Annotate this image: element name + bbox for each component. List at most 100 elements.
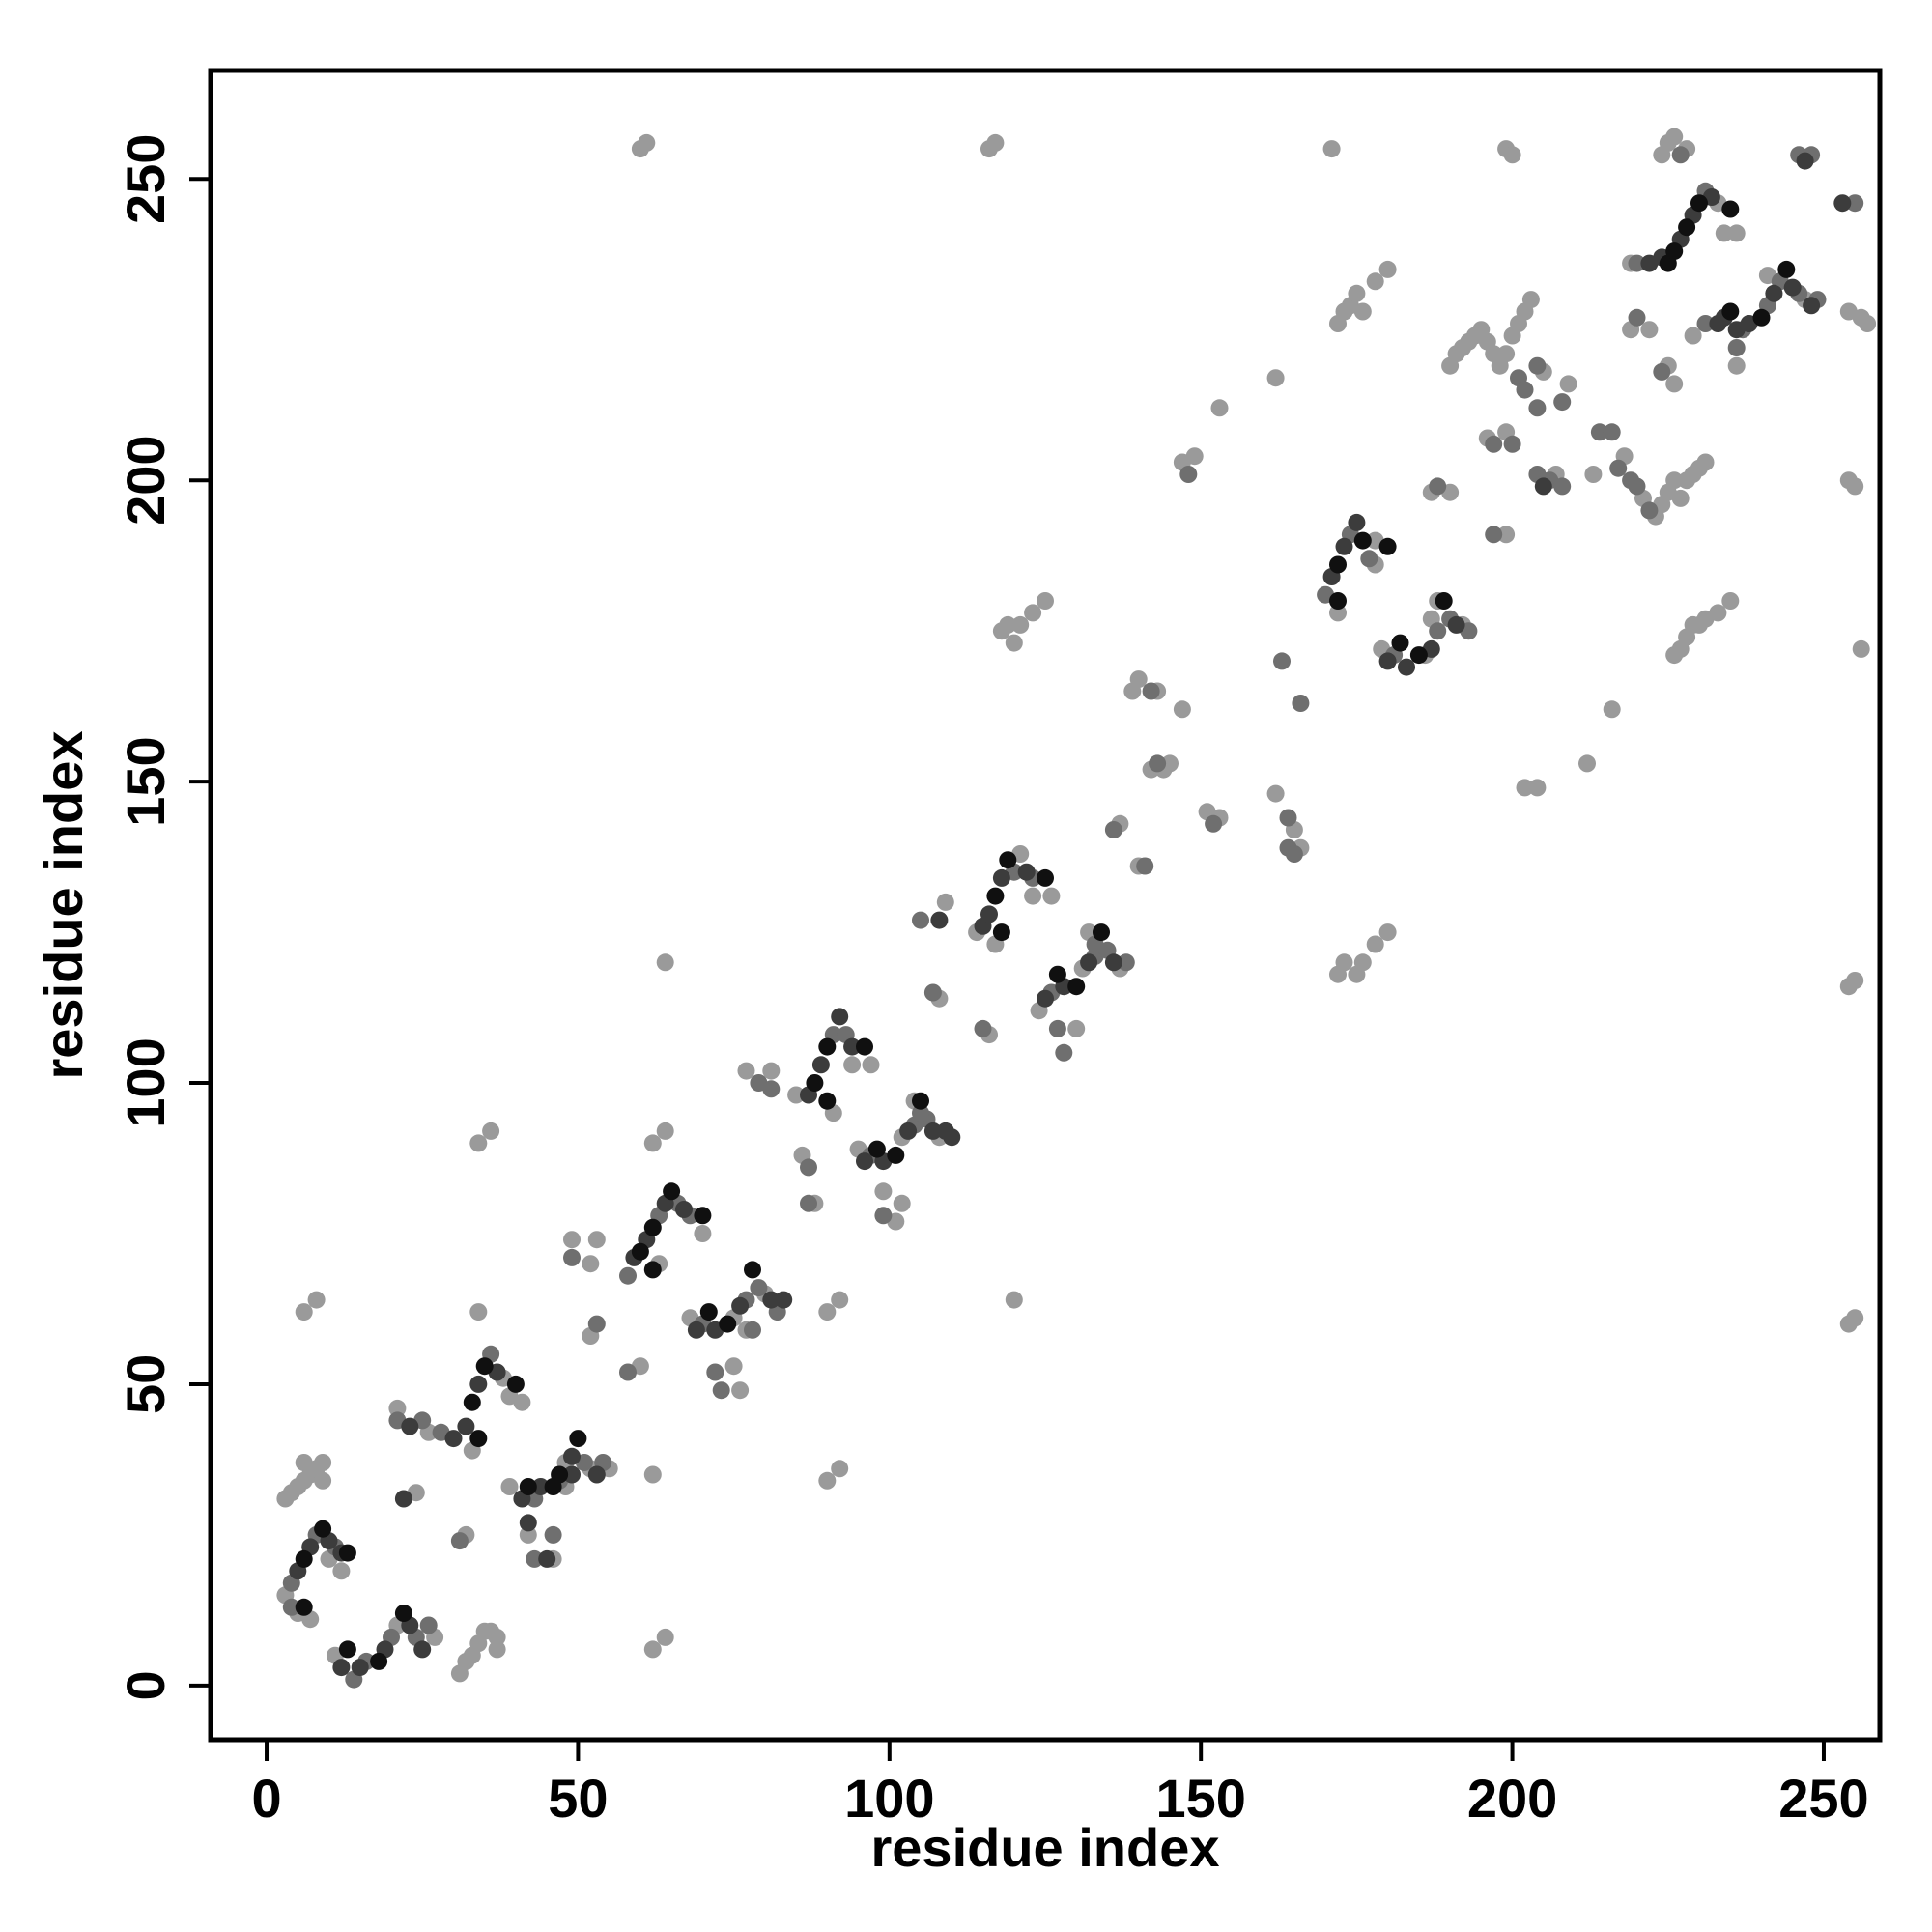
data-point <box>1360 550 1378 568</box>
data-point <box>538 1549 556 1568</box>
data-point <box>519 1478 537 1495</box>
data-point <box>295 1549 313 1568</box>
data-point <box>1210 399 1229 417</box>
data-point <box>1117 953 1135 972</box>
data-point <box>831 1008 849 1026</box>
data-point <box>469 1375 488 1393</box>
data-point <box>930 911 949 929</box>
data-point <box>1048 1019 1066 1037</box>
data-point <box>582 1255 600 1273</box>
data-point <box>1846 477 1864 496</box>
data-point <box>1690 194 1708 213</box>
data-point <box>874 1207 893 1225</box>
data-point <box>1684 327 1702 345</box>
data-point <box>544 1525 562 1544</box>
data-point <box>587 1315 606 1333</box>
data-point <box>1609 459 1628 477</box>
data-point <box>1329 592 1347 610</box>
data-point <box>1534 477 1552 496</box>
data-point <box>1665 471 1684 490</box>
data-point <box>1042 887 1061 905</box>
data-point <box>856 1152 873 1171</box>
data-point <box>551 1465 569 1484</box>
data-point <box>1578 754 1596 773</box>
data-point <box>519 1514 537 1532</box>
data-point <box>475 1357 494 1376</box>
y-tick-label: 150 <box>115 736 176 826</box>
data-point <box>638 133 656 152</box>
data-point <box>332 1562 351 1580</box>
data-point <box>1205 814 1223 833</box>
data-point <box>469 1303 488 1321</box>
data-point <box>314 1471 332 1490</box>
data-point <box>1037 868 1054 887</box>
data-point <box>1671 489 1690 507</box>
data-point <box>519 1525 537 1544</box>
data-point <box>1640 321 1659 339</box>
data-point <box>936 893 954 911</box>
data-point <box>762 1080 781 1098</box>
data-point <box>1378 537 1397 555</box>
data-point <box>1037 989 1054 1008</box>
data-point <box>800 1158 817 1177</box>
data-point <box>731 1381 750 1400</box>
data-point <box>450 1532 469 1550</box>
data-point <box>818 1037 837 1056</box>
x-tick-label: 250 <box>1778 1768 1868 1829</box>
data-point <box>482 1122 500 1140</box>
data-point <box>531 1478 550 1495</box>
data-point <box>1378 652 1397 670</box>
data-point <box>912 1092 929 1110</box>
data-point <box>974 1019 992 1037</box>
data-point <box>1528 779 1547 797</box>
data-point <box>506 1375 525 1393</box>
data-point <box>1721 302 1740 321</box>
data-point <box>1640 501 1659 520</box>
y-tick-label: 0 <box>115 1670 176 1700</box>
data-point <box>1516 381 1534 399</box>
data-point <box>737 1062 755 1080</box>
data-point <box>1185 447 1204 466</box>
data-point <box>413 1640 432 1659</box>
data-point <box>1161 754 1179 773</box>
data-point <box>762 1291 781 1309</box>
data-point <box>1715 224 1733 242</box>
data-point <box>1696 453 1715 471</box>
data-point <box>1833 194 1852 213</box>
data-point <box>1429 622 1447 640</box>
data-point <box>1353 302 1372 321</box>
data-point <box>563 1231 581 1249</box>
data-point <box>867 1140 886 1158</box>
data-point <box>912 911 929 929</box>
y-tick-label: 200 <box>115 435 176 525</box>
data-point <box>656 1628 674 1646</box>
data-point <box>1005 634 1023 652</box>
data-point <box>1129 670 1148 689</box>
x-tick-label: 150 <box>1155 1768 1245 1829</box>
data-point <box>712 1381 730 1400</box>
data-point <box>1721 592 1740 610</box>
data-point <box>818 1471 837 1490</box>
data-point <box>314 1520 332 1538</box>
data-point <box>1093 923 1110 942</box>
data-point <box>1603 700 1621 719</box>
data-point <box>307 1291 326 1309</box>
data-point <box>986 133 1005 152</box>
points-layer <box>276 128 1877 1689</box>
data-point <box>943 1128 961 1147</box>
data-point <box>338 1544 356 1562</box>
data-point <box>1378 260 1397 278</box>
data-point <box>1796 152 1814 170</box>
data-point <box>999 615 1017 634</box>
data-point <box>401 1417 419 1435</box>
data-point <box>699 1303 718 1321</box>
data-point <box>1497 526 1516 544</box>
data-point <box>1353 953 1372 972</box>
data-point <box>912 1104 929 1122</box>
data-point <box>1391 634 1409 652</box>
data-point <box>687 1321 705 1339</box>
data-point <box>1024 604 1042 622</box>
data-point <box>893 1194 911 1212</box>
data-point <box>1603 423 1621 441</box>
